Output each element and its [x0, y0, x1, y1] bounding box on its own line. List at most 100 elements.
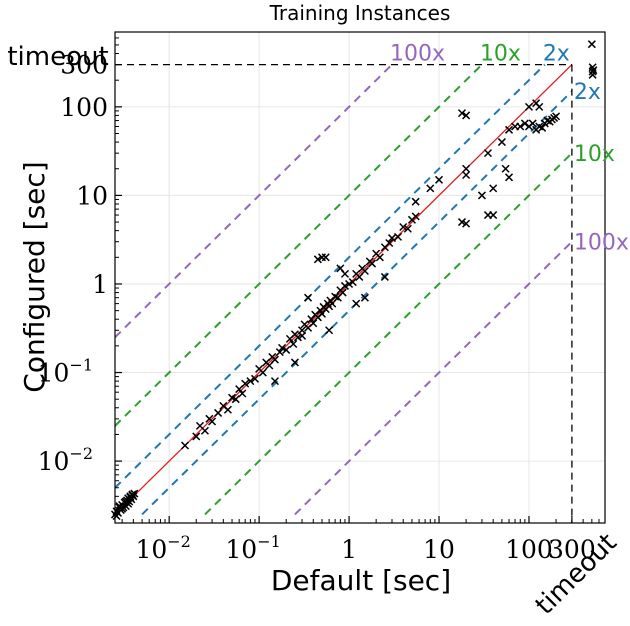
reference-label-upper-100x: 100x	[390, 42, 445, 67]
data-points	[110, 40, 598, 521]
data-point	[348, 278, 357, 287]
data-point	[360, 293, 369, 302]
data-point	[489, 211, 498, 220]
data-point	[250, 374, 260, 383]
data-point	[411, 212, 420, 221]
y-timeout-label: timeout	[7, 42, 108, 72]
data-point	[313, 255, 322, 264]
data-point	[270, 377, 279, 386]
data-point	[214, 408, 223, 417]
data-point	[524, 102, 534, 111]
data-point	[375, 253, 384, 262]
y-tick-label: 10−1	[38, 356, 93, 388]
data-point	[124, 499, 133, 508]
data-point	[587, 40, 596, 49]
y-tick-label: 10	[76, 181, 108, 210]
data-point	[528, 119, 537, 128]
reference-label-lower-10x: 10x	[574, 142, 615, 167]
y-tick-label: 1	[92, 270, 108, 299]
x-tick-label: 10	[423, 535, 455, 564]
data-point	[275, 348, 284, 357]
data-point	[462, 170, 471, 180]
y-tick-label: 300	[60, 51, 108, 80]
data-point	[340, 269, 349, 278]
x-tick-label: 100	[505, 535, 553, 564]
reference-label-lower-100x: 100x	[574, 231, 629, 256]
data-point	[231, 395, 240, 404]
data-point	[112, 511, 121, 521]
data-point	[298, 331, 307, 340]
data-point	[497, 138, 506, 147]
data-point	[411, 197, 420, 206]
data-point	[304, 293, 313, 302]
data-point	[241, 379, 250, 388]
data-point	[589, 66, 598, 75]
x-tick-label: 1	[341, 535, 357, 564]
data-point	[352, 299, 361, 308]
data-point	[368, 259, 377, 268]
data-point	[457, 109, 467, 118]
data-point	[477, 191, 486, 200]
data-point	[462, 111, 471, 120]
data-point	[504, 173, 514, 182]
data-point	[483, 149, 492, 158]
reference-label-lower-2x: 2x	[574, 80, 601, 105]
data-point	[290, 358, 299, 367]
data-point	[321, 253, 330, 262]
data-point	[325, 326, 334, 335]
plot-frame	[114, 31, 606, 524]
data-point	[246, 377, 255, 386]
data-point	[289, 339, 298, 349]
data-point	[340, 281, 349, 290]
data-point	[393, 232, 403, 241]
data-point	[462, 219, 471, 228]
y-tick-label: 100	[60, 93, 108, 122]
chart-title: Training Instances	[269, 1, 451, 25]
data-point	[309, 319, 318, 328]
y-tick-label: 10−2	[38, 444, 93, 476]
reference-label-upper-2x: 2x	[543, 42, 570, 67]
data-point	[282, 345, 291, 354]
data-point	[426, 184, 435, 193]
data-point	[434, 175, 444, 184]
reference-label-upper-10x: 10x	[480, 42, 521, 67]
data-point	[399, 222, 408, 232]
data-point	[504, 125, 514, 134]
data-point	[489, 184, 498, 193]
data-point	[223, 405, 232, 414]
timeout-lines	[115, 63, 573, 523]
data-point	[130, 489, 139, 498]
data-point	[258, 368, 267, 377]
data-point	[552, 112, 561, 121]
data-point	[180, 441, 190, 450]
reference-line-upper-2x	[115, 63, 546, 489]
y-axis-label: Configured [sec]	[18, 161, 51, 392]
data-point	[403, 224, 412, 233]
data-point	[380, 272, 389, 281]
data-point	[200, 426, 209, 435]
x-tick-label: 10−2	[135, 532, 190, 564]
reference-line-upper-100x	[115, 63, 393, 339]
data-point	[208, 417, 217, 426]
x-tick-label: 300	[548, 535, 596, 564]
data-point	[360, 266, 369, 276]
data-point	[387, 234, 397, 243]
data-point	[538, 123, 547, 132]
data-point	[516, 122, 525, 131]
data-point	[535, 102, 544, 111]
data-point	[462, 164, 471, 173]
x-axis-label: Default [sec]	[271, 564, 451, 597]
reference-line-upper-10x	[115, 63, 483, 427]
data-point	[278, 343, 287, 352]
x-tick-label: 10−1	[225, 532, 280, 564]
data-point	[270, 355, 279, 364]
reference-line-lower-10x	[204, 152, 573, 516]
data-point	[192, 432, 201, 441]
data-point	[385, 238, 394, 248]
identity-line	[115, 64, 573, 515]
data-point	[238, 389, 247, 398]
data-point	[338, 288, 347, 297]
